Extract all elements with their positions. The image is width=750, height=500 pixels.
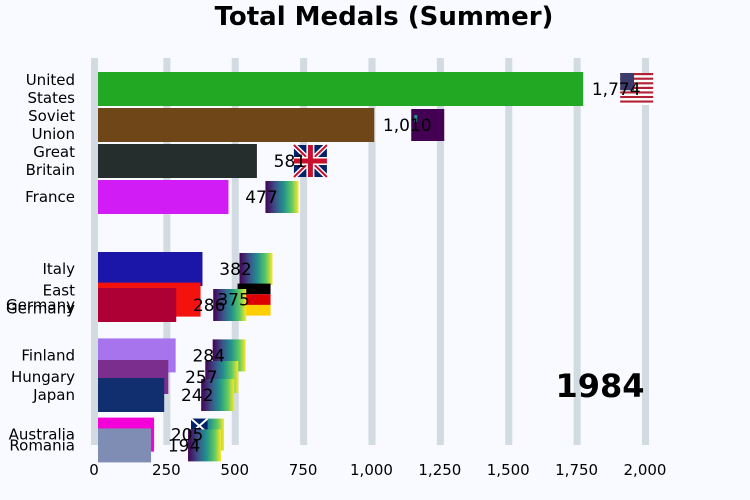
flag-stripe	[620, 98, 654, 101]
flag-field	[411, 109, 445, 141]
x-tick-label: 1,750	[555, 461, 598, 479]
flag-stripe	[620, 93, 654, 96]
bar	[98, 108, 375, 142]
gridline	[231, 58, 239, 445]
category-label: Italy	[42, 260, 75, 278]
soviet-flag-icon	[411, 109, 445, 141]
x-tick-label: 750	[289, 461, 318, 479]
flag-band	[237, 283, 271, 295]
flag-canton	[620, 73, 635, 91]
gridline	[505, 58, 513, 445]
bar	[98, 144, 257, 178]
flag-stripe	[620, 82, 654, 85]
viridis-flag-icon	[188, 429, 222, 462]
flag-band	[237, 304, 271, 316]
category-label: Australia	[9, 426, 75, 444]
viridis-flag-icon	[213, 289, 247, 321]
gridline	[642, 58, 649, 445]
value-label: 194	[168, 436, 200, 456]
x-tick-label: 2,000	[624, 461, 667, 479]
x-tick-label: 1,250	[418, 461, 461, 479]
value-label: 581	[274, 152, 306, 172]
flag-emblem	[414, 115, 418, 122]
flag-field	[201, 379, 235, 411]
category-label: United	[26, 71, 75, 89]
category-label: Finland	[21, 346, 75, 364]
category-label: Britain	[26, 161, 75, 179]
gridline	[573, 58, 581, 445]
flag-stripe	[620, 91, 654, 94]
category-label: Romania	[9, 436, 75, 454]
x-tick-label: 500	[220, 461, 249, 479]
bar-layer	[98, 72, 584, 463]
bar	[98, 180, 229, 214]
flag-field	[239, 253, 273, 285]
gridline	[436, 58, 444, 445]
flag-stripe	[620, 89, 654, 92]
flag-stripe	[620, 100, 654, 103]
gridline	[300, 58, 308, 445]
flag-field	[213, 289, 247, 321]
category-label: Germany	[6, 296, 75, 314]
y-axis-line	[91, 58, 98, 445]
category-label: Soviet	[28, 107, 75, 125]
flag-stripe	[620, 73, 654, 76]
bar	[98, 288, 177, 322]
flag-layer	[188, 73, 654, 462]
bar	[98, 378, 165, 412]
value-label: 375	[217, 291, 249, 311]
flag-stripe	[620, 77, 654, 80]
category-label: Union	[32, 125, 75, 143]
flag-stripe	[620, 79, 654, 83]
x-tick-label: 1,000	[350, 461, 393, 479]
flag-stripe	[620, 102, 654, 105]
value-label: 205	[171, 426, 203, 446]
usa-flag-icon	[620, 73, 654, 105]
flag-stripe	[620, 75, 654, 78]
gridline	[368, 58, 376, 445]
x-tick-label: 250	[152, 461, 181, 479]
x-tick-label: 1,500	[487, 461, 530, 479]
category-label: Hungary	[11, 368, 75, 386]
flag-band	[237, 294, 271, 305]
bar	[98, 252, 203, 286]
flag-stripe	[620, 84, 654, 87]
chart-title: Total Medals (Summer)	[215, 2, 554, 32]
year-label: 1984	[555, 367, 644, 405]
flag-field	[188, 429, 222, 462]
category-label: Japan	[32, 386, 75, 404]
flag-cross-red	[293, 158, 327, 164]
category-label: Germany	[6, 300, 75, 318]
value-label: 257	[185, 368, 217, 388]
bar	[98, 72, 584, 106]
bar	[98, 428, 152, 463]
value-label: 1,010	[383, 116, 432, 136]
category-label: Great	[33, 143, 75, 161]
gridline	[163, 58, 171, 445]
value-label: 286	[193, 296, 225, 316]
viridis-flag-icon	[239, 253, 273, 285]
value-label: 242	[181, 386, 213, 406]
germany-flag-icon	[237, 283, 271, 316]
flag-stripe	[620, 95, 654, 99]
flag-stripe	[620, 86, 654, 89]
x-tick-label: 0	[89, 461, 99, 479]
category-label: France	[25, 188, 75, 206]
flag-field	[265, 181, 299, 213]
viridis-flag-icon	[265, 181, 299, 213]
viridis-flag-icon	[201, 379, 235, 411]
uk-flag-icon	[292, 143, 329, 179]
value-label: 284	[192, 346, 224, 366]
value-label: 1,774	[592, 80, 641, 100]
value-label: 477	[245, 188, 277, 208]
category-label: States	[27, 89, 75, 107]
value-label: 382	[219, 260, 251, 280]
x-axis: 0 250 500 750 1,000 1,250 1,500 1,750 2,000	[89, 461, 666, 479]
grid-layer	[91, 58, 649, 445]
category-label: East	[43, 282, 75, 300]
